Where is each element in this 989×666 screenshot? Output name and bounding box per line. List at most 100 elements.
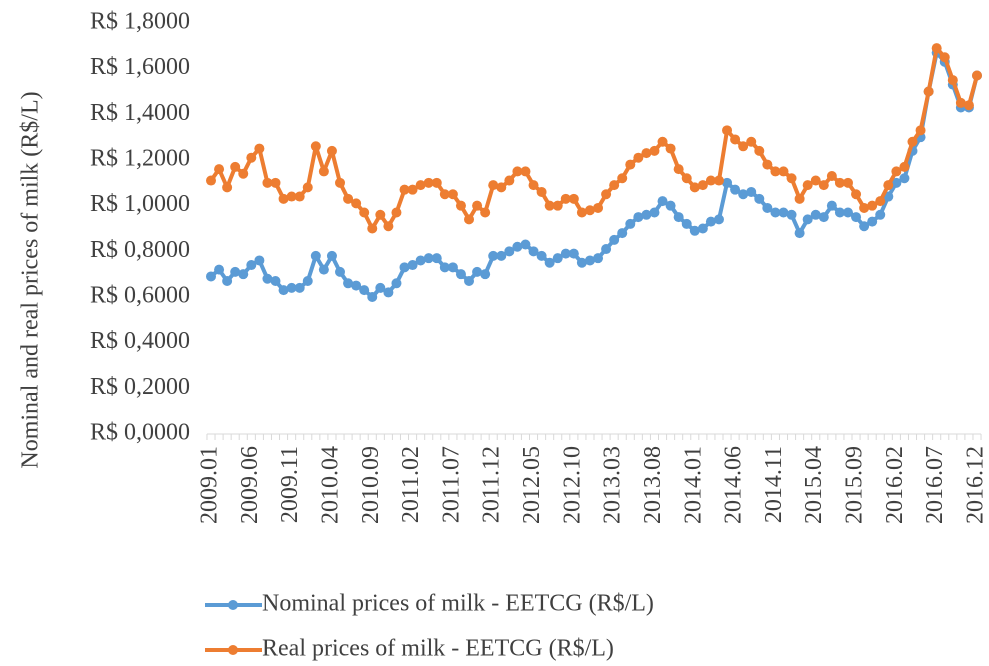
data-point [778, 166, 789, 177]
data-point [431, 253, 442, 264]
x-tick-label: 2014.11 [761, 446, 787, 523]
data-point [496, 182, 507, 193]
data-point [343, 193, 354, 204]
data-point [568, 193, 579, 204]
data-point [528, 180, 539, 191]
data-point [818, 180, 829, 191]
data-point [810, 209, 821, 220]
legend-marker [228, 600, 238, 610]
data-point [536, 250, 547, 261]
data-point [222, 276, 233, 287]
data-point [939, 52, 950, 63]
data-point [214, 164, 225, 175]
data-point [883, 180, 894, 191]
y-tick-label: R$ 0,0000 [90, 420, 190, 446]
x-tick-label: 2015.04 [801, 446, 827, 524]
data-point [786, 209, 797, 220]
data-point [568, 248, 579, 259]
data-point [786, 173, 797, 184]
data-point [399, 262, 410, 273]
data-point [713, 214, 724, 225]
data-point [834, 177, 845, 188]
data-point [891, 166, 902, 177]
data-point [762, 159, 773, 170]
data-point [528, 246, 539, 257]
data-point [810, 175, 821, 186]
data-point [730, 184, 741, 195]
x-tick-label: 2010.09 [358, 446, 384, 524]
data-point [383, 287, 394, 298]
data-point [665, 143, 676, 154]
data-point [955, 97, 966, 108]
data-point [310, 141, 321, 152]
data-point [504, 246, 515, 257]
data-point [359, 207, 370, 218]
data-point [222, 182, 233, 193]
data-point [842, 177, 853, 188]
x-tick-label: 2013.08 [640, 446, 666, 524]
data-point [593, 253, 604, 264]
data-point [681, 173, 692, 184]
data-point [802, 180, 813, 191]
x-tick-label: 2015.09 [842, 446, 868, 524]
data-point [851, 189, 862, 200]
data-point [480, 269, 491, 280]
data-point [262, 177, 273, 188]
data-point [455, 269, 466, 280]
data-point [246, 152, 257, 163]
data-point [738, 141, 749, 152]
data-point [713, 175, 724, 186]
data-point [859, 221, 870, 232]
data-point [794, 193, 805, 204]
data-point [617, 228, 628, 239]
data-point [722, 177, 733, 188]
data-point [238, 269, 249, 280]
data-point [972, 70, 982, 81]
data-point [318, 264, 329, 275]
data-point [399, 184, 410, 195]
data-point [851, 212, 862, 223]
data-point [407, 260, 418, 271]
data-point [415, 180, 426, 191]
x-tick-label: 2012.05 [519, 446, 545, 524]
data-point [270, 276, 281, 287]
data-point [262, 273, 273, 284]
data-point [730, 134, 741, 145]
data-point [302, 276, 313, 287]
data-point [625, 218, 636, 229]
legend-label: Nominal prices of milk - EETCG (R$/L) [262, 591, 654, 617]
x-tick-label: 2016.02 [882, 446, 908, 524]
data-point [673, 212, 684, 223]
data-point [923, 86, 934, 97]
data-point [601, 244, 612, 255]
data-point [536, 186, 547, 197]
data-point [794, 228, 805, 239]
x-tick-label: 2016.07 [922, 446, 948, 524]
data-point [609, 234, 620, 245]
data-point [455, 200, 466, 211]
data-point [560, 193, 571, 204]
data-point [609, 180, 620, 191]
data-point [326, 250, 337, 261]
data-point [842, 207, 853, 218]
data-point [294, 282, 305, 293]
data-point [310, 250, 321, 261]
data-point [375, 282, 386, 293]
data-point [617, 173, 628, 184]
data-point [931, 43, 942, 54]
data-point [754, 193, 765, 204]
data-point [464, 276, 475, 287]
x-tick-label: 2010.04 [317, 446, 343, 524]
data-point [552, 253, 563, 264]
data-point [391, 278, 402, 289]
data-point [367, 292, 378, 302]
data-point [447, 262, 458, 273]
data-point [584, 205, 595, 216]
data-point [439, 189, 450, 200]
data-point [738, 189, 749, 200]
data-point [431, 177, 442, 188]
y-tick-label: R$ 0,4000 [90, 328, 190, 354]
x-tick-label: 2011.12 [479, 446, 505, 523]
data-point [875, 196, 886, 207]
data-point [649, 207, 660, 218]
